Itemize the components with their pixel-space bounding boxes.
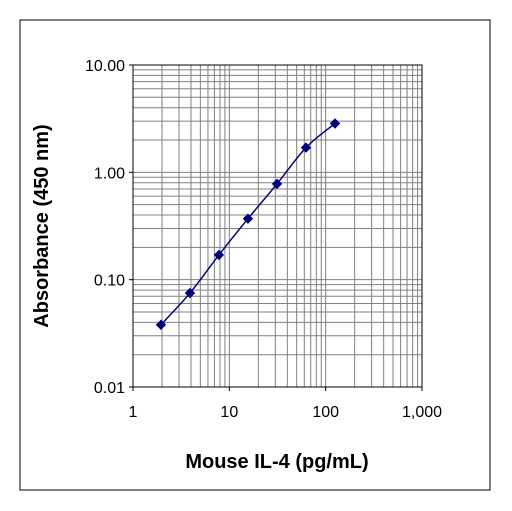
x-axis-title: Mouse IL-4 (pg/mL) xyxy=(185,451,368,473)
data-point xyxy=(300,142,312,153)
x-tick-label: 10 xyxy=(220,404,238,421)
x-tick-label: 100 xyxy=(312,404,339,421)
data-point xyxy=(184,287,196,299)
series-layer xyxy=(155,118,341,330)
y-tick-label: 0.01 xyxy=(94,380,125,397)
x-tick-label: 1,000 xyxy=(402,404,442,421)
data-point xyxy=(155,319,167,330)
data-point xyxy=(213,249,225,261)
data-point xyxy=(329,118,341,129)
chart-frame xyxy=(19,19,491,491)
grid xyxy=(133,65,422,387)
data-point xyxy=(271,178,283,190)
y-axis-title: Absorbance (450 nm) xyxy=(31,124,53,327)
data-point xyxy=(242,213,254,224)
y-tick-label: 1.00 xyxy=(94,165,125,182)
y-tick-label: 0.10 xyxy=(94,273,125,290)
plot-area xyxy=(132,64,423,388)
x-tick-labels: 1 10 100 1,000 xyxy=(129,387,442,421)
y-tick-labels: 10.00 1.00 0.10 0.01 xyxy=(85,58,133,397)
x-tick-label: 1 xyxy=(129,404,138,421)
y-tick-label: 10.00 xyxy=(85,58,125,75)
